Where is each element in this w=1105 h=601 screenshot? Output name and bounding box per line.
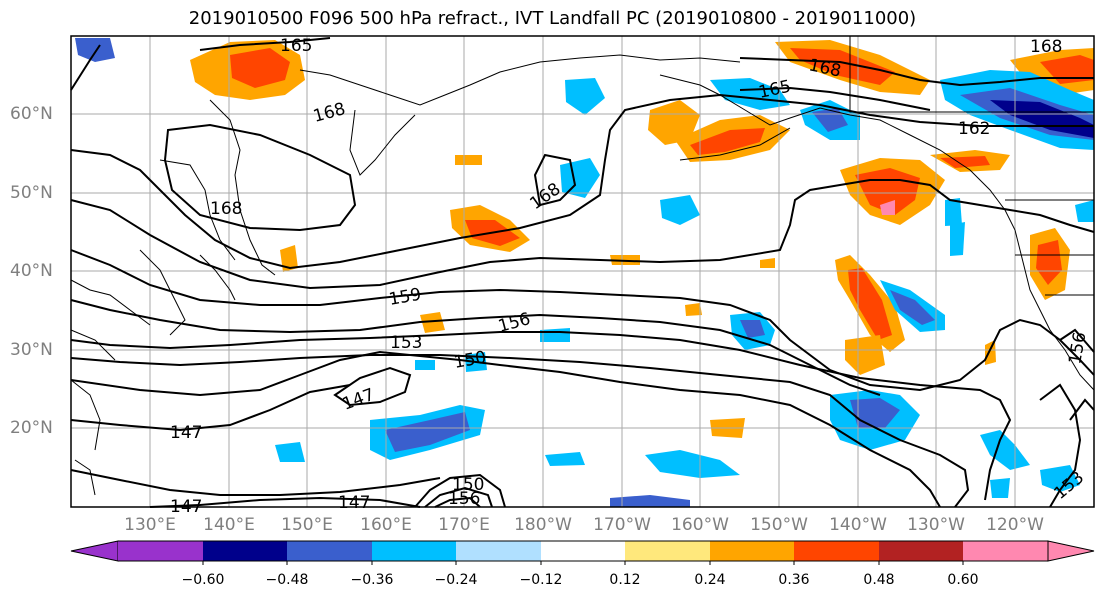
colorbar-tick-label: −0.60 [181, 572, 225, 588]
lat-label: 20°N [10, 418, 53, 438]
contour-label: 147 [338, 493, 370, 513]
lon-label: 180°W [514, 515, 572, 535]
colorbar-tick-label: 0.12 [609, 572, 641, 588]
lat-label: 30°N [10, 340, 53, 360]
lon-label: 160°E [360, 515, 412, 535]
colorbar [70, 540, 1095, 565]
lon-label: 130°E [124, 515, 176, 535]
contour-label: 168 [1030, 37, 1062, 57]
lon-label: 140°W [829, 515, 887, 535]
colorbar-max-arrow [1047, 540, 1095, 562]
contour-label: 156 [448, 489, 480, 509]
contour-label: 168 [210, 199, 242, 219]
colorbar-tick-label: −0.24 [434, 572, 478, 588]
contour-labels: 165 168 168 165 162 168 168 168 159 156 … [170, 36, 1091, 517]
contour-label: 162 [958, 119, 990, 139]
colorbar-tick-label: 0.24 [694, 572, 726, 588]
lon-label: 170°W [593, 515, 651, 535]
lon-label: 160°W [671, 515, 729, 535]
colorbar-tick-label: 0.60 [947, 572, 979, 588]
gridlines [71, 36, 1094, 507]
lon-label: 120°W [986, 515, 1044, 535]
height-contours [70, 37, 1095, 508]
plot-title: 2019010500 F096 500 hPa refract., IVT La… [188, 8, 917, 29]
contour-label: 150 [452, 475, 484, 495]
contour-label: 165 [280, 36, 312, 56]
lon-label: 130°W [907, 515, 965, 535]
map-frame [70, 35, 1095, 508]
colorbar-tick-label: −0.48 [265, 572, 309, 588]
lon-label: 170°E [438, 515, 490, 535]
coastlines [70, 36, 1095, 496]
colorbar-min-arrow [70, 540, 119, 562]
lon-label: 140°E [203, 515, 255, 535]
contour-label: 153 [390, 333, 422, 353]
lat-label: 60°N [10, 104, 53, 124]
lon-label: 150°E [281, 515, 333, 535]
lat-label: 50°N [10, 183, 53, 203]
colorbar-tick-label: −0.12 [519, 572, 563, 588]
lat-label: 40°N [10, 261, 53, 281]
colorbar-tick-label: 0.36 [778, 572, 810, 588]
colorbar-tick-label: 0.48 [863, 572, 895, 588]
lon-label: 150°W [750, 515, 808, 535]
contour-label: 147 [170, 423, 202, 443]
colorbar-tick-label: −0.36 [350, 572, 394, 588]
map-area: 165 168 168 165 162 168 168 168 159 156 … [70, 35, 1095, 517]
